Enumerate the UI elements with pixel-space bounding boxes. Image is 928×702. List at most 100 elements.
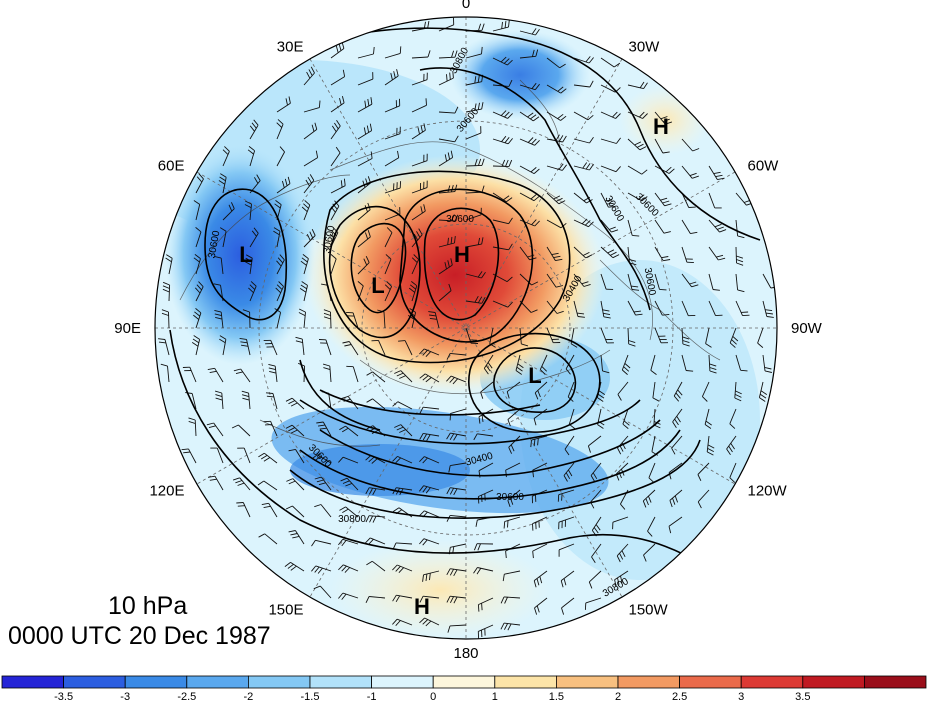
wind-barb — [735, 219, 745, 239]
wind-barb — [492, 110, 513, 119]
wind-barb — [681, 219, 698, 235]
wind-barb — [419, 348, 440, 358]
wind-barb — [316, 421, 332, 437]
wind-barb — [654, 192, 672, 207]
wind-barb — [303, 100, 321, 113]
wind-barb — [311, 565, 332, 574]
wind-barb — [705, 327, 712, 348]
wind-barb — [473, 543, 494, 551]
longitude-labels: 0 30W 60W 90W 120W 150W 180 150E 120E 90E 60E 30E — [114, 0, 822, 662]
wind-barb — [573, 80, 594, 88]
lon-label-150e: 150E — [268, 602, 303, 619]
wind-barb — [465, 46, 483, 59]
wind-barb — [503, 516, 521, 529]
wind-barb — [330, 69, 346, 86]
wind-barb — [762, 300, 774, 318]
wind-barb — [502, 570, 521, 582]
wind-barb — [214, 255, 224, 275]
wind-barb — [419, 538, 440, 546]
map-boundary — [154, 16, 778, 640]
wind-barb — [600, 219, 619, 233]
wind-barb — [288, 530, 305, 545]
wind-barb — [708, 354, 717, 374]
wind-barb — [558, 516, 575, 530]
wind-barb — [222, 146, 230, 167]
wind-barb — [330, 178, 346, 194]
wind-barb — [392, 564, 413, 574]
wind-barb — [303, 174, 315, 194]
colorbar-box — [1, 675, 64, 689]
wind-barb — [681, 327, 690, 347]
wind-barb — [438, 50, 458, 59]
wind-barb — [411, 180, 428, 194]
wind-barb — [428, 311, 440, 329]
wind-barb — [384, 181, 402, 194]
wind-barb — [654, 327, 669, 344]
contour-label: 30600 — [322, 224, 338, 254]
wind-barb — [561, 597, 575, 615]
wind-barb — [627, 81, 648, 90]
colorbar-tick: 3 — [738, 691, 744, 702]
wind-barb — [182, 366, 197, 383]
colorbar-box — [556, 675, 619, 689]
low-center-label: L — [371, 273, 384, 298]
wind-barb — [261, 502, 278, 518]
wind-barb — [285, 424, 305, 437]
wind-barb — [384, 281, 393, 302]
wind-barb — [560, 570, 575, 588]
wind-barb — [617, 381, 629, 401]
lon-label-60e: 60E — [158, 158, 185, 175]
wind-barb — [519, 192, 540, 202]
wind-barb — [284, 562, 305, 572]
wind-barb — [477, 597, 494, 612]
wind-barb — [419, 373, 440, 383]
wind-barb — [346, 311, 359, 329]
wind-barb — [265, 392, 278, 410]
wind-barb — [492, 192, 513, 203]
wind-barb — [668, 516, 683, 534]
wind-barb — [600, 192, 616, 208]
lon-label-90w: 90W — [791, 320, 823, 337]
colorbar-tick: -3 — [120, 691, 130, 702]
wind-barb — [338, 538, 359, 547]
wind-barb — [301, 200, 311, 221]
wind-barb — [446, 595, 467, 604]
wind-barb — [573, 56, 594, 64]
wind-barb — [339, 425, 359, 437]
wind-barb — [365, 515, 386, 523]
wind-barb — [411, 123, 426, 140]
wind-barb — [276, 119, 284, 140]
wind-barb — [584, 597, 602, 610]
wind-barb — [600, 165, 621, 173]
coastlines — [179, 79, 721, 447]
wind-barb — [419, 617, 440, 627]
wind-barb — [642, 489, 656, 508]
wind-barb — [276, 96, 291, 113]
wind-barb — [244, 200, 252, 221]
wind-barb — [588, 570, 602, 589]
wind-barb — [195, 227, 202, 248]
colorbar-box — [617, 675, 680, 689]
wind-barb — [276, 146, 285, 167]
wind-barb — [465, 158, 485, 167]
wind-barb — [295, 336, 305, 356]
wind-barb — [162, 281, 171, 302]
wind-barb — [257, 480, 278, 491]
wind-barb — [708, 165, 725, 181]
wind-barb — [411, 204, 426, 221]
wind-barb — [533, 408, 548, 426]
wind-barb — [303, 229, 316, 248]
wind-barb — [492, 159, 513, 168]
wind-barb — [219, 227, 227, 248]
colorbar-box — [371, 675, 434, 689]
colorbar-box — [432, 675, 496, 689]
wind-barb — [371, 339, 386, 356]
wind-barb — [365, 487, 386, 496]
wind-barb — [546, 57, 566, 69]
lon-label-120e: 120E — [149, 483, 184, 500]
wind-barb — [323, 309, 332, 329]
wind-barb — [492, 79, 513, 87]
wind-barb — [338, 456, 359, 464]
wind-barb — [411, 98, 427, 113]
wind-barb — [591, 543, 602, 564]
